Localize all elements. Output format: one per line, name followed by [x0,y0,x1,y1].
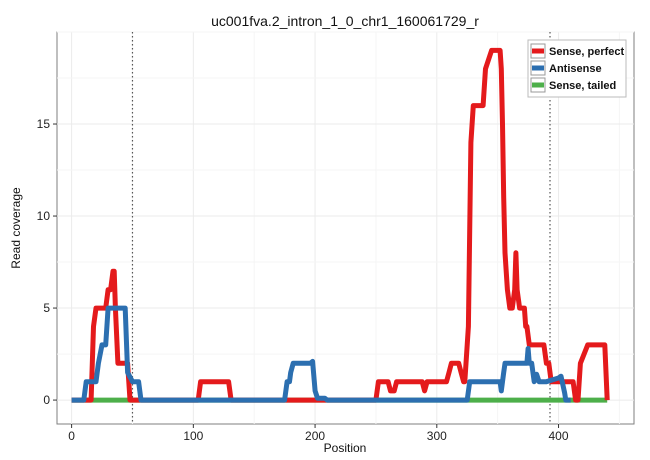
x-tick-label: 200 [305,429,325,443]
chart-title: uc001fva.2_intron_1_0_chr1_160061729_r [211,13,479,29]
x-axis: 0 100 200 300 400 [68,424,569,443]
y-tick-label: 0 [43,393,50,407]
y-axis-title: Read coverage [9,187,23,269]
legend-entry-antisense: Antisense [530,60,602,76]
y-axis: 0 5 10 15 [37,117,57,407]
x-tick-label: 300 [427,429,447,443]
legend-label-sense-perfect: Sense, perfect [549,46,625,58]
legend-entry-sense-tailed: Sense, tailed [530,77,616,93]
legend-entry-sense-perfect: Sense, perfect [530,43,625,59]
legend: Sense, perfect Antisense Sense, tailed [527,39,627,98]
x-tick-label: 100 [183,429,203,443]
x-tick-label: 0 [68,429,75,443]
series-layer [71,47,610,403]
y-tick-label: 10 [37,209,51,223]
y-tick-label: 5 [43,301,50,315]
legend-label-antisense: Antisense [549,63,602,75]
x-axis-title: Position [324,441,367,455]
legend-label-sense-tailed: Sense, tailed [549,80,616,92]
y-tick-label: 15 [37,117,51,131]
x-tick-label: 400 [549,429,569,443]
series-line-antisense [71,305,571,403]
